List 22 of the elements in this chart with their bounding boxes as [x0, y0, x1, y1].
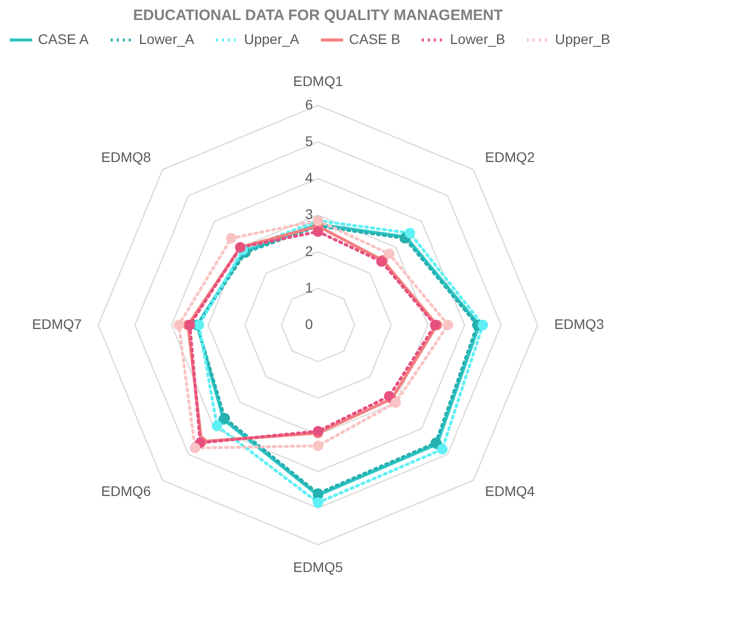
legend-label: Lower_B [450, 31, 506, 47]
spoke-label: EDMQ5 [293, 559, 344, 576]
y-tick-label: 5 [305, 132, 314, 149]
legend-label: Upper_A [244, 31, 300, 47]
legend-label: Lower_A [139, 31, 195, 47]
spoke-label: EDMQ8 [101, 148, 152, 165]
legend-label: CASE A [38, 31, 90, 47]
y-tick-label: 0 [305, 316, 314, 332]
spoke-label: EDMQ4 [485, 483, 536, 500]
y-tick-label: 6 [305, 96, 314, 112]
chart-title: EDUCATIONAL DATA FOR QUALITY MANAGEMENT [133, 7, 503, 24]
legend-label: CASE B [349, 31, 400, 47]
spoke-label: EDMQ7 [32, 316, 82, 332]
y-tick-label: 4 [305, 170, 314, 186]
y-tick-label: 3 [305, 206, 314, 222]
spoke-label: EDMQ2 [485, 148, 536, 165]
spoke-label: EDMQ3 [554, 316, 604, 332]
legend-label: Upper_B [555, 31, 610, 47]
y-tick-label: 2 [305, 242, 314, 259]
y-tick-label: 1 [305, 279, 314, 296]
spoke-label: EDMQ6 [101, 483, 152, 500]
spoke-label: EDMQ1 [293, 72, 344, 89]
